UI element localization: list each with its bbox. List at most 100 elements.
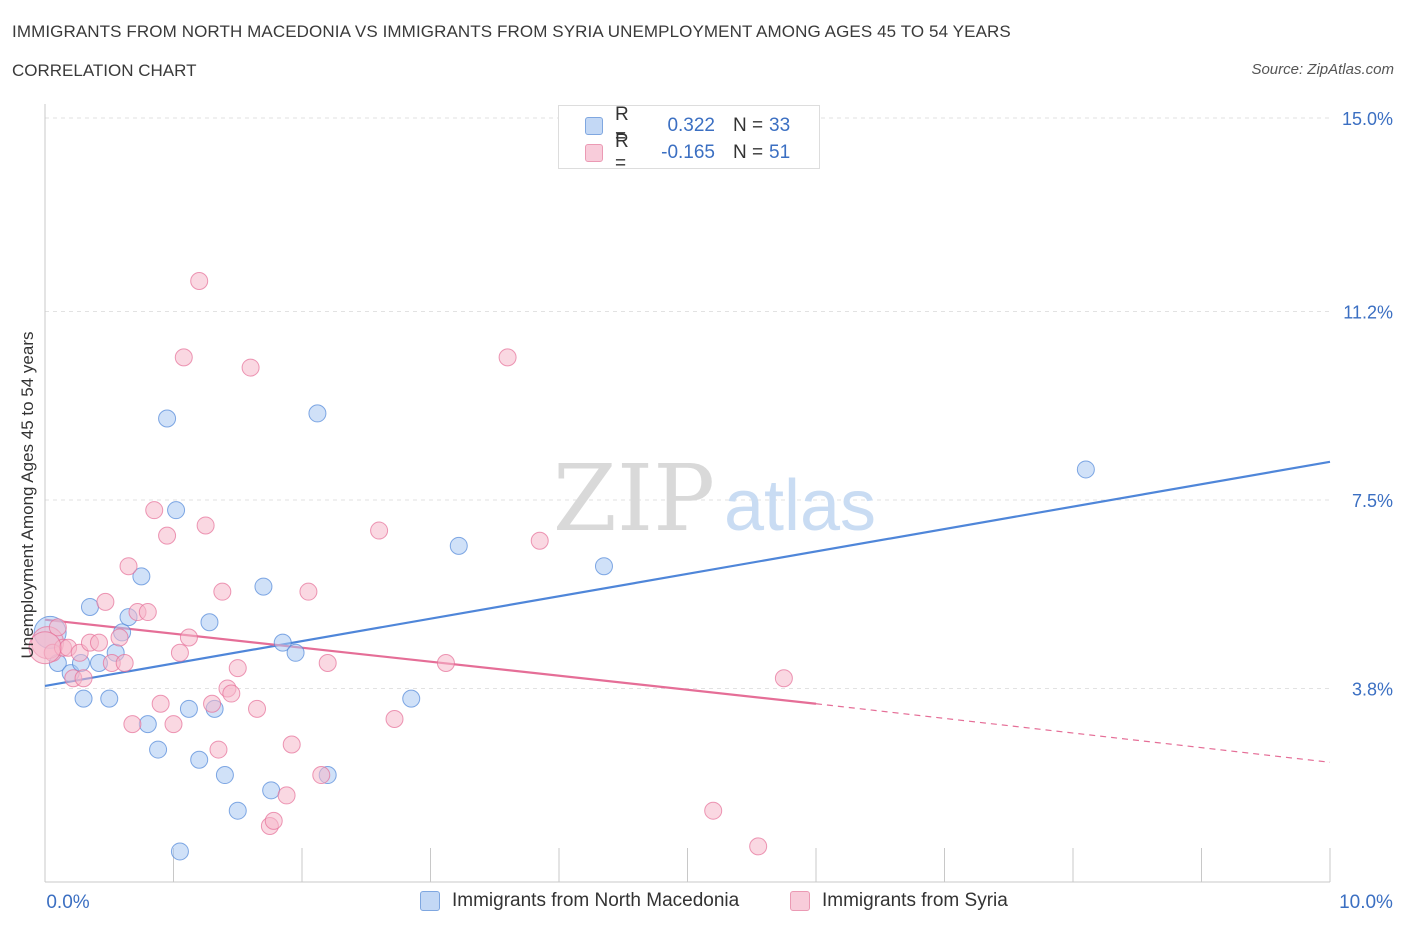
data-point-series-0 — [1076, 460, 1095, 479]
data-point-series-1 — [498, 348, 517, 367]
data-point-series-1 — [174, 348, 193, 367]
y-tick-label: 3.8% — [1352, 679, 1393, 699]
data-point-series-1 — [213, 582, 232, 601]
x-tick-label-max: 10.0% — [1339, 892, 1393, 913]
series-swatch-north-macedonia — [420, 891, 440, 911]
data-point-series-0 — [308, 404, 327, 423]
data-point-series-1 — [145, 501, 164, 520]
data-point-series-1 — [228, 659, 247, 678]
data-point-series-0 — [149, 740, 168, 759]
data-point-series-1 — [318, 653, 337, 672]
legend-swatch-syria — [585, 144, 603, 162]
legend-r-value: 0.322 — [667, 115, 715, 136]
data-point-series-1 — [74, 669, 93, 688]
data-point-series-0 — [286, 643, 305, 662]
data-point-series-0 — [254, 577, 273, 596]
y-axis-label: Unemployment Among Ages 45 to 54 years — [18, 331, 37, 659]
series-label-north-macedonia: Immigrants from North Macedonia — [452, 890, 740, 911]
data-point-series-0 — [594, 557, 613, 576]
legend-n-value: 51 — [769, 142, 791, 163]
correlation-legend: R = 0.322 N = 33 R = -0.165 N = 51 — [558, 104, 820, 174]
trend-lines — [44, 460, 1331, 763]
data-point-series-1 — [89, 633, 108, 652]
axes — [44, 104, 1331, 883]
legend-r-label: R = — [615, 131, 629, 174]
data-point-series-0 — [273, 633, 292, 652]
x-tick-label-min: 0.0% — [46, 892, 89, 913]
data-point-series-0 — [80, 597, 99, 616]
data-point-series-1 — [370, 521, 389, 540]
data-point-series-1 — [96, 592, 115, 611]
series-legend-syria: Immigrants from Syria — [790, 890, 1008, 912]
data-point-series-1 — [248, 699, 267, 718]
data-point-series-1 — [48, 618, 67, 637]
trend-line-series-0 — [44, 460, 1331, 687]
grid-lines — [45, 117, 1330, 689]
data-point-series-0 — [158, 409, 177, 428]
data-point-series-1 — [119, 557, 138, 576]
data-point-series-1 — [312, 766, 331, 785]
legend-r-label: R = — [615, 104, 629, 147]
data-point-series-1 — [158, 526, 177, 545]
data-point-series-1 — [190, 271, 209, 290]
trend-line-extension-series-1 — [815, 703, 1331, 763]
data-point-series-0 — [402, 689, 421, 708]
legend-row-syria: R = -0.165 N = 51 — [585, 131, 791, 174]
data-point-series-1 — [774, 669, 793, 688]
watermark-atlas: atlas — [724, 466, 876, 546]
data-point-series-0 — [262, 781, 281, 800]
data-point-series-0 — [170, 842, 189, 861]
data-point-series-1 — [170, 643, 189, 662]
data-point-series-1 — [282, 735, 301, 754]
data-point-series-1 — [264, 811, 283, 830]
series-legend-north-macedonia: Immigrants from North Macedonia — [420, 890, 739, 912]
chart-title: IMMIGRANTS FROM NORTH MACEDONIA VS IMMIG… — [12, 22, 1011, 41]
data-point-series-0 — [179, 699, 198, 718]
data-point-series-1 — [151, 694, 170, 713]
series-swatch-syria — [790, 891, 810, 911]
trend-line-series-1 — [44, 618, 817, 705]
data-point-series-0 — [190, 750, 209, 769]
y-tick-labels: 3.8% 7.5% 11.2% 15.0% — [1342, 109, 1393, 699]
legend-n-value: 33 — [769, 115, 791, 136]
data-point-series-1 — [110, 628, 129, 647]
data-point-series-1 — [179, 628, 198, 647]
data-point-series-0 — [167, 501, 186, 520]
watermark-zip: ZIP — [553, 445, 715, 552]
data-point-series-1 — [241, 358, 260, 377]
data-point-series-0 — [215, 766, 234, 785]
data-point-series-0 — [132, 567, 151, 586]
data-point-series-1 — [222, 684, 241, 703]
legend-r-value: -0.165 — [661, 142, 715, 163]
y-tick-label: 11.2% — [1343, 303, 1393, 323]
data-point-series-1 — [164, 715, 183, 734]
chart-subtitle: CORRELATION CHART — [12, 61, 197, 80]
legend-n-label: N = — [733, 115, 764, 136]
data-point-series-1 — [704, 801, 723, 820]
data-point-series-1 — [203, 694, 222, 713]
data-point-series-0 — [138, 715, 157, 734]
data-point-series-0 — [228, 801, 247, 820]
data-point-series-1 — [209, 740, 228, 759]
data-point-series-1 — [749, 837, 768, 856]
y-tick-label: 15.0% — [1342, 109, 1393, 129]
data-point-series-1 — [28, 631, 62, 665]
data-point-series-0 — [74, 689, 93, 708]
y-tick-label: 7.5% — [1352, 491, 1393, 511]
legend-row-north-macedonia: R = 0.322 N = 33 — [585, 104, 791, 147]
data-point-series-1 — [277, 786, 296, 805]
legend-n-label: N = — [733, 142, 764, 163]
data-point-series-1 — [138, 603, 157, 622]
data-point-series-1 — [115, 653, 134, 672]
data-point-series-1 — [299, 582, 318, 601]
data-point-series-1 — [196, 516, 215, 535]
data-point-series-0 — [100, 689, 119, 708]
series-label-syria: Immigrants from Syria — [822, 890, 1008, 911]
data-point-series-1 — [436, 653, 455, 672]
source-credit: Source: ZipAtlas.com — [1251, 61, 1394, 78]
data-point-series-1 — [385, 710, 404, 729]
data-points — [28, 271, 1095, 861]
data-point-series-1 — [530, 531, 549, 550]
data-point-series-0 — [200, 613, 219, 632]
